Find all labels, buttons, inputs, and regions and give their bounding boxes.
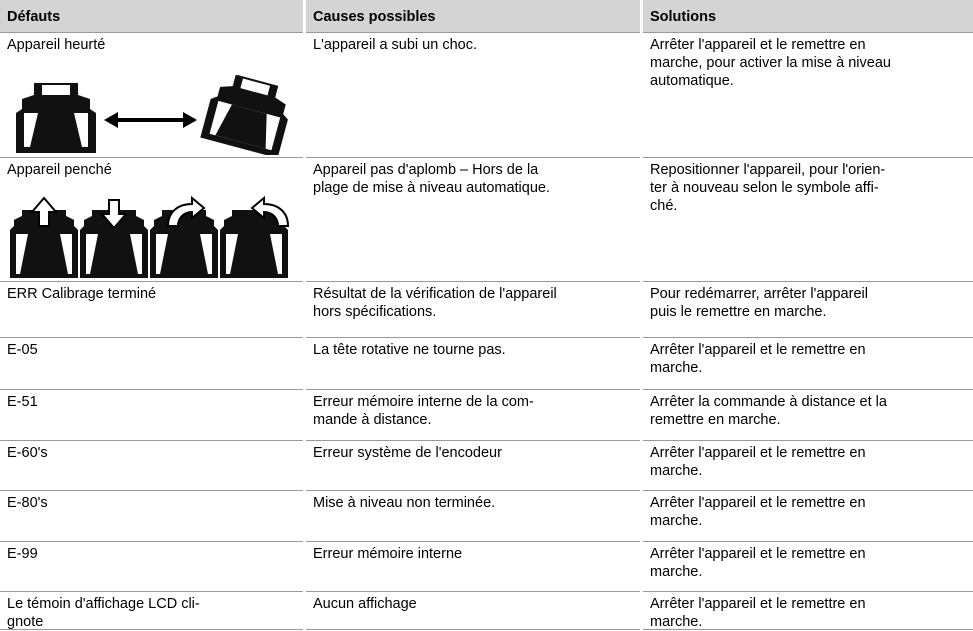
- table-cell: Erreur système de l'encodeur: [306, 441, 640, 491]
- table-cell: Pour redémarrer, arrêter l'appareil puis …: [643, 282, 973, 338]
- table-cell: Arrêter l'appareil et le remettre en marc…: [643, 338, 973, 390]
- table-cell: E-80's: [0, 491, 303, 542]
- table-cell: Arrêter l'appareil et le remettre en marc…: [643, 33, 973, 158]
- cell-text: marche.: [650, 564, 703, 580]
- cell-text: E-99: [7, 546, 38, 562]
- cell-text: gnote: [7, 614, 44, 630]
- table-cell: Appareil pas d'aplomb – Hors de la plage …: [306, 158, 640, 282]
- cell-text: Erreur mémoire interne: [313, 546, 463, 562]
- cell-text: Arrêter l'appareil et le remettre en: [650, 37, 866, 53]
- cell-text: remettre en marche.: [650, 412, 781, 428]
- cell-text: E-51: [7, 394, 38, 410]
- cell-text: Appareil penché: [7, 162, 112, 178]
- table-cell: La tête rotative ne tourne pas.: [306, 338, 640, 390]
- cell-text: marche.: [650, 614, 703, 630]
- cell-text: E-80's: [7, 495, 48, 511]
- table-cell: ERR Calibrage terminé: [0, 282, 303, 338]
- cell-text: Erreur mémoire interne de la com-: [313, 394, 534, 410]
- cell-text: E-60's: [7, 445, 48, 461]
- cell-text: La tête rotative ne tourne pas.: [313, 342, 506, 358]
- table-cell: Erreur mémoire interne: [306, 542, 640, 592]
- cell-text: ter à nouveau selon le symbole affi-: [650, 180, 879, 196]
- cell-text: hors spécifications.: [313, 304, 437, 320]
- cell-text: L'appareil a subi un choc.: [313, 37, 477, 53]
- header-text: Solutions: [650, 9, 717, 25]
- table-cell: Arrêter la commande à distance et la reme…: [643, 390, 973, 441]
- cell-text: E-05: [7, 342, 38, 358]
- table-cell: Arrêter l'appareil et le remettre en marc…: [643, 441, 973, 491]
- table-cell: Appareil penché: [0, 158, 303, 282]
- table-cell: E-51: [0, 390, 303, 441]
- cell-text: Arrêter l'appareil et le remettre en: [650, 596, 866, 612]
- table-cell: Aucun affichage: [306, 592, 640, 630]
- table-cell: E-60's: [0, 441, 303, 491]
- table-cell: E-05: [0, 338, 303, 390]
- table-cell: Arrêter l'appareil et le remettre en marc…: [643, 592, 973, 630]
- header-text: Causes possibles: [313, 9, 436, 25]
- table-cell: Repositionner l'appareil, pour l'orien-t…: [643, 158, 973, 282]
- header-cell: Causes possibles: [306, 0, 640, 33]
- table-cell: L'appareil a subi un choc.: [306, 33, 640, 158]
- table-cell: Arrêter l'appareil et le remettre en marc…: [643, 491, 973, 542]
- table-cell: Résultat de la vérification de l'apparei…: [306, 282, 640, 338]
- cell-text: Erreur système de l'encodeur: [313, 445, 502, 461]
- cell-text: marche.: [650, 463, 703, 479]
- cell-text: mande à distance.: [313, 412, 432, 428]
- cell-text: Appareil heurté: [7, 37, 106, 53]
- table-cell: E-99: [0, 542, 303, 592]
- cell-text: ERR Calibrage terminé: [7, 286, 157, 302]
- cell-text: Arrêter l'appareil et le remettre en: [650, 445, 866, 461]
- cell-text: marche.: [650, 513, 703, 529]
- header-cell: Défauts: [0, 0, 303, 33]
- cell-text: Mise à niveau non terminée.: [313, 495, 496, 511]
- cell-text: Appareil pas d'aplomb – Hors de la: [313, 162, 539, 178]
- tilt-icons: [10, 196, 290, 278]
- cell-text: plage de mise à niveau automatique.: [313, 180, 550, 196]
- table-cell: Mise à niveau non terminée.: [306, 491, 640, 542]
- table-cell: Appareil heurté: [0, 33, 303, 158]
- cell-text: marche, pour activer la mise à niveau: [650, 55, 891, 71]
- cell-text: Repositionner l'appareil, pour l'orien-: [650, 162, 886, 178]
- cell-text: automatique.: [650, 73, 734, 89]
- table-cell: Arrêter l'appareil et le remettre en marc…: [643, 542, 973, 592]
- cell-text: Arrêter l'appareil et le remettre en: [650, 546, 866, 562]
- cell-text: marche.: [650, 360, 703, 376]
- cell-text: Arrêter l'appareil et le remettre en: [650, 342, 866, 358]
- cell-text: puis le remettre en marche.: [650, 304, 827, 320]
- table-cell: Erreur mémoire interne de la com-mande à…: [306, 390, 640, 441]
- cell-text: Aucun affichage: [313, 596, 417, 612]
- cell-text: Arrêter l'appareil et le remettre en: [650, 495, 866, 511]
- cell-text: Résultat de la vérification de l'apparei…: [313, 286, 557, 302]
- header-cell: Solutions: [643, 0, 973, 33]
- cell-text: Arrêter la commande à distance et la: [650, 394, 887, 410]
- header-text: Défauts: [7, 9, 61, 25]
- cell-text: Pour redémarrer, arrêter l'appareil: [650, 286, 868, 302]
- shock-icon: [16, 75, 288, 155]
- table-cell: Le témoin d'affichage LCD cli-gnote: [0, 592, 303, 630]
- cell-text: ché.: [650, 198, 678, 214]
- cell-text: Le témoin d'affichage LCD cli-: [7, 596, 200, 612]
